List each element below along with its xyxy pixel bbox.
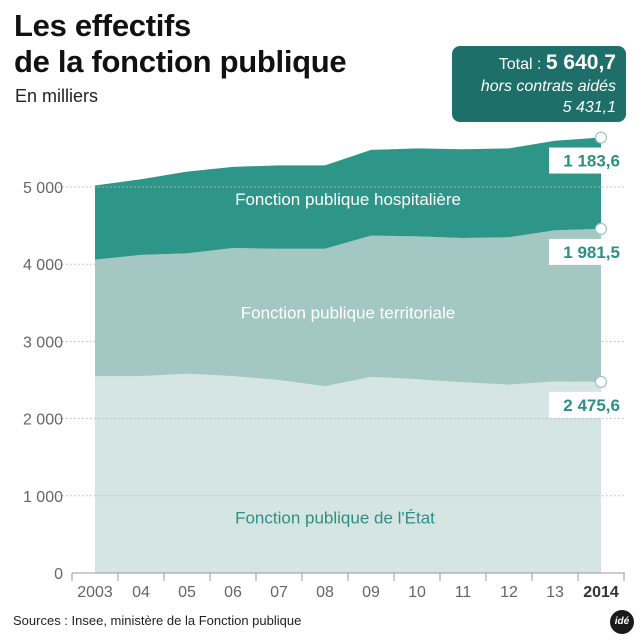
publisher-logo: idé bbox=[610, 610, 634, 634]
total-label: Total : bbox=[498, 56, 546, 73]
end-value-box bbox=[549, 147, 624, 174]
total-line: Total : 5 640,7 bbox=[458, 52, 616, 76]
y-tick-label: 5 000 bbox=[23, 180, 63, 197]
x-tick-label: 11 bbox=[455, 584, 472, 601]
series-label: Fonction publique de l'État bbox=[235, 508, 435, 527]
end-value-label: 1 981,5 bbox=[563, 243, 620, 262]
x-tick-label: 09 bbox=[362, 584, 380, 601]
x-tick-label: 13 bbox=[546, 584, 564, 601]
total-excluding-value: 5 431,1 bbox=[562, 99, 616, 116]
y-tick-label: 3 000 bbox=[23, 334, 63, 351]
x-tick-label: 10 bbox=[408, 584, 426, 601]
unit-subtitle: En milliers bbox=[15, 86, 99, 106]
area-hospital bbox=[95, 137, 601, 260]
area-territorial bbox=[95, 228, 601, 387]
x-tick-label: 2014 bbox=[583, 584, 619, 601]
x-tick-label: 07 bbox=[270, 584, 288, 601]
end-marker bbox=[594, 375, 608, 388]
series-label: Fonction publique territoriale bbox=[241, 303, 456, 322]
title-line-1: Les effectifs bbox=[14, 8, 191, 43]
total-value: 5 640,7 bbox=[545, 51, 616, 74]
area-state bbox=[95, 373, 601, 573]
x-tick-label: 12 bbox=[500, 584, 518, 601]
x-tick-label: 2003 bbox=[77, 584, 113, 601]
total-callout-box: Total : 5 640,7 hors contrats aidés 5 43… bbox=[452, 46, 626, 122]
y-tick-label: 1 000 bbox=[23, 489, 63, 506]
y-tick-label: 4 000 bbox=[23, 257, 63, 274]
y-tick-label: 2 000 bbox=[23, 412, 63, 429]
x-tick-label: 04 bbox=[132, 584, 150, 601]
total-excluding-label: hors contrats aidés bbox=[480, 78, 616, 95]
end-value-label: 1 183,6 bbox=[563, 152, 620, 171]
end-marker bbox=[594, 222, 608, 236]
series-label: Fonction publique hospitalière bbox=[235, 190, 461, 209]
y-tick-label: 0 bbox=[54, 566, 63, 583]
x-tick-label: 05 bbox=[178, 584, 196, 601]
x-tick-label: 08 bbox=[316, 584, 334, 601]
end-value-box bbox=[549, 238, 624, 265]
x-tick-label: 06 bbox=[224, 584, 242, 601]
source-note: Sources : Insee, ministère de la Fonctio… bbox=[13, 613, 302, 628]
end-value-box bbox=[549, 391, 624, 418]
end-value-label: 2 475,6 bbox=[563, 396, 620, 415]
chart-title: Les effectifs de la fonction publique bbox=[14, 8, 347, 80]
title-line-2: de la fonction publique bbox=[14, 44, 347, 79]
end-marker bbox=[594, 131, 608, 144]
